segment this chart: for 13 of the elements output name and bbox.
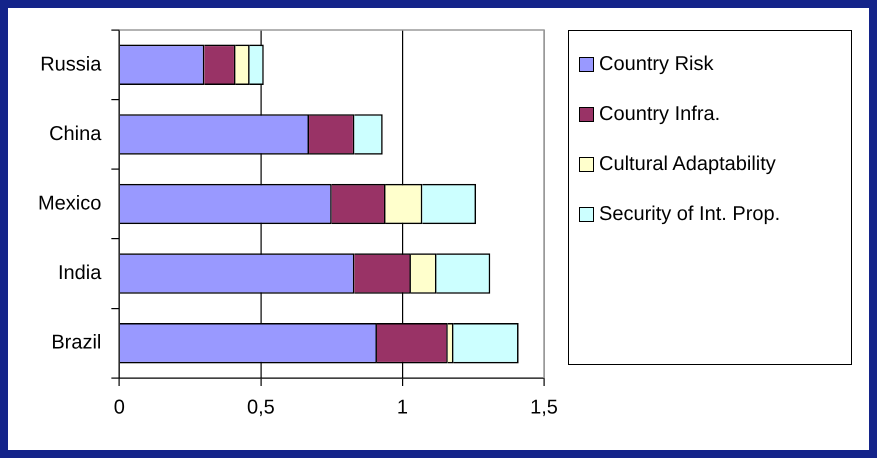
y-tick-label: China xyxy=(49,122,102,145)
y-tick-label: Mexico xyxy=(38,192,102,215)
y-tick-label: Brazil xyxy=(51,332,102,354)
legend-label: Country Infra. xyxy=(599,103,720,126)
x-tick-label: 1,5 xyxy=(530,396,558,419)
x-tick-label: 1 xyxy=(396,396,408,419)
x-tick-label: 0 xyxy=(114,396,125,419)
y-tick-label: Russia xyxy=(40,53,102,76)
legend-label: Security of Int. Prop. xyxy=(599,203,780,226)
legend-label: Cultural Adaptability xyxy=(599,153,776,176)
x-tick-label: 0,5 xyxy=(246,396,275,419)
y-tick-label: India xyxy=(58,262,102,284)
legend-label: Country Risk xyxy=(599,53,714,76)
